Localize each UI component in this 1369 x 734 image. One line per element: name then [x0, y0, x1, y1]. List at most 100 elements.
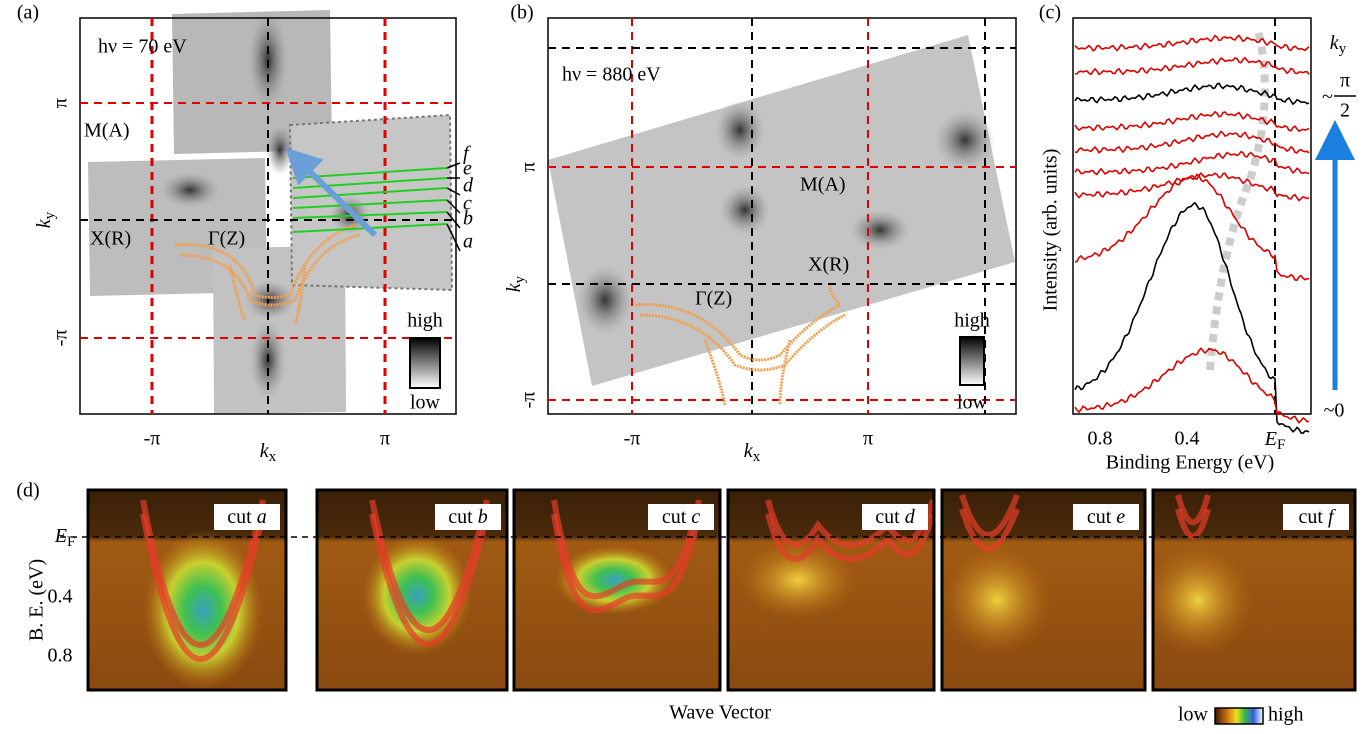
arpes-cut: [726, 488, 936, 692]
cut-name: e: [463, 158, 472, 180]
cut-leader: [446, 211, 461, 229]
y-axis-label: B. E. (eV): [26, 559, 48, 641]
y-axis-label: ky: [33, 211, 59, 228]
panel-label: (d): [16, 480, 39, 502]
symmetry-point: Γ(Z): [208, 228, 245, 250]
ky-label: ky: [1330, 32, 1347, 58]
x-tick-label-sub: F: [1277, 437, 1285, 453]
edc-curve: [1074, 56, 1310, 76]
ky-end-label: ~0: [1324, 400, 1345, 422]
cut-label-bg: [435, 504, 501, 530]
symmetry-point: M(A): [84, 120, 130, 142]
colorbar-label: low: [410, 392, 441, 414]
edc-curve: [1074, 110, 1310, 133]
cut-label-word: cut: [875, 506, 900, 528]
symmetry-point: Γ(Z): [695, 288, 732, 310]
panel-b-fermi-surface: [634, 284, 846, 406]
symmetry-point: X(R): [90, 228, 131, 250]
x-axis-label: kx: [260, 440, 277, 466]
panel-a-maps: [88, 10, 454, 414]
cut-label-word: cut: [1299, 506, 1324, 528]
cut-label-letter: b: [478, 506, 488, 528]
y-axis-label-symbol: k: [503, 282, 525, 292]
panel-a-colorbar: [409, 337, 441, 389]
cut-leader: [446, 223, 461, 252]
cut-leader: [446, 187, 461, 196]
cut-label-bg: [648, 504, 714, 530]
panel-c-frame: [1072, 17, 1312, 415]
arpes-frame: [1151, 488, 1357, 692]
intensity-blob: [942, 545, 1052, 655]
cut-label-word: cut: [662, 506, 687, 528]
y-tick-label: -π: [50, 330, 72, 347]
cut-label-letter: a: [257, 506, 267, 528]
cut-label-bg: [1283, 504, 1349, 530]
panel-b-frame: [547, 17, 1017, 415]
ky-label-sub: y: [1339, 41, 1347, 57]
x-tick-label: EF: [1264, 428, 1286, 454]
arpes-frame: [726, 488, 936, 692]
cut-leader: [446, 162, 461, 169]
y-tick-label: 0.4: [48, 586, 73, 608]
edc-curve: [1074, 347, 1310, 424]
edc-curve: [1074, 173, 1310, 282]
x-axis-label-sub: x: [753, 449, 761, 465]
cut-name: c: [463, 193, 472, 215]
arpes-cut: [86, 488, 288, 692]
edc-curve: [1074, 150, 1310, 176]
fraction-numerator: π: [1340, 70, 1350, 92]
intensity-blob: [143, 530, 263, 690]
photon-energy: hν = 70 eV: [98, 36, 187, 58]
photon-energy: hν = 880 eV: [562, 64, 661, 86]
symmetry-point: X(R): [808, 254, 849, 276]
edc-curve: [1074, 82, 1310, 106]
colorbar-label: low: [1178, 704, 1209, 726]
panel-a-guides: [80, 18, 456, 414]
cut-label-letter: c: [691, 506, 700, 528]
y-axis-label-sub: y: [512, 275, 528, 283]
panel-b-colorbar: [959, 336, 985, 386]
cut-label: cut e: [1087, 506, 1125, 528]
band-guide: [551, 499, 702, 600]
edc-curve: [1074, 172, 1310, 202]
band-guide: [369, 499, 490, 633]
fraction-prefix: ~: [1322, 86, 1333, 108]
band-guide: [765, 513, 936, 562]
cut-label: cut d: [875, 506, 915, 528]
colorbar-label: low: [957, 392, 988, 414]
band-guide: [959, 507, 1020, 552]
y-axis-label: Intensity (arb. units): [1040, 149, 1062, 312]
x-tick-label: π: [863, 428, 873, 450]
edc-curves: [1074, 34, 1310, 435]
x-tick-label: 0.8: [1088, 428, 1113, 450]
colorbar-label: high: [1268, 704, 1304, 726]
cut-label: cut f: [1299, 506, 1336, 528]
x-tick-label: -π: [624, 428, 641, 450]
panel-label: (a): [17, 2, 39, 24]
x-tick-label: 0.4: [1175, 428, 1200, 450]
intensity-blob: [1143, 545, 1253, 655]
x-axis-label-symbol: k: [744, 440, 754, 462]
y-tick-label: EF: [54, 525, 76, 551]
symmetry-point: M(A): [800, 174, 846, 196]
arpes-cut: [1143, 488, 1357, 692]
arpes-frame: [315, 488, 509, 692]
cut-label-bg: [1073, 504, 1139, 530]
x-axis-label: Wave Vector: [669, 702, 771, 724]
band-guide: [369, 513, 490, 647]
cut-label: cut b: [448, 506, 487, 528]
y-axis-label: ky: [503, 275, 529, 292]
arpes-cut: [315, 488, 509, 692]
cut-label-word: cut: [227, 506, 252, 528]
x-tick-label: π: [380, 428, 390, 450]
edc-curve: [1074, 130, 1310, 154]
cut-label-word: cut: [448, 506, 473, 528]
cut-label-word: cut: [1087, 506, 1112, 528]
dispersion-guide: [1206, 29, 1269, 371]
panel-b-features: [577, 100, 995, 335]
cut-label-letter: e: [1116, 506, 1125, 528]
panel-a-arrow: [285, 147, 378, 238]
y-axis-label-symbol: k: [33, 218, 55, 228]
